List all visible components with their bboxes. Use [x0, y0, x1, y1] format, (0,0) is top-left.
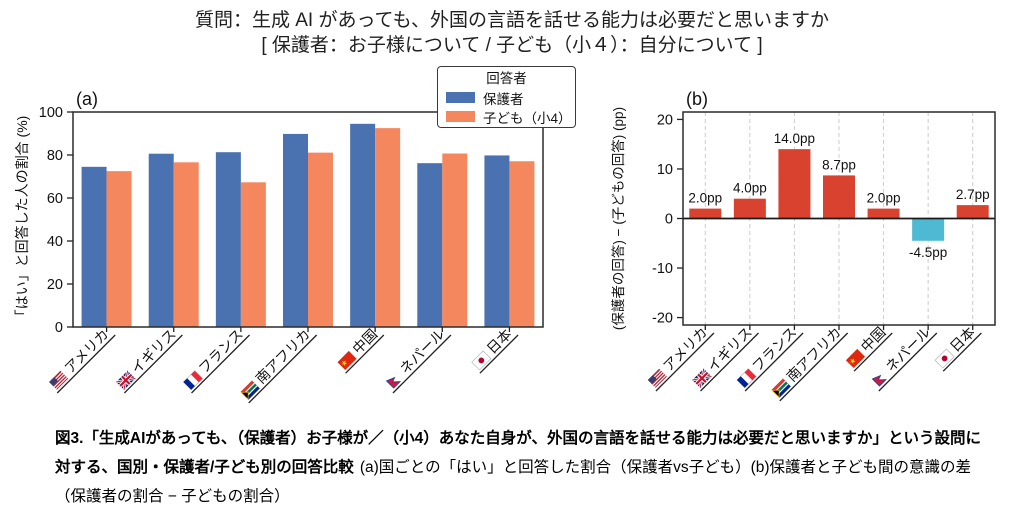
bar	[867, 208, 900, 219]
chart-a: 0 20 40 60 80 100 「はい」と回答した人の割合 (%) (a) アメリカ イギリス…	[14, 89, 544, 404]
svg-text:フランス: フランス	[195, 326, 246, 377]
y-tick-label: 80	[47, 148, 63, 164]
flag-fr-icon	[736, 368, 757, 389]
figure-title-line1: 質問：生成 AI があっても、外国の言語を話せる能力は必要だと思いますか	[194, 10, 830, 31]
legend-item-child: 子ども（小4）	[446, 107, 572, 126]
legend: 回答者 保護者 子ども（小4）	[437, 66, 576, 128]
bar	[375, 128, 401, 327]
panel-label: (a)	[76, 89, 98, 109]
y-tick-label: 100	[39, 105, 63, 121]
svg-text:アメリカ: アメリカ	[61, 326, 111, 376]
bar-value-label: 2.0pp	[688, 191, 722, 206]
bar	[283, 133, 308, 327]
bar-value-label: -4.5pp	[909, 245, 947, 260]
flag-np-icon	[385, 376, 402, 389]
y-tick-label: -10	[652, 261, 673, 277]
bar-value-label: 8.7pp	[822, 157, 856, 172]
bar	[240, 182, 266, 327]
figure-title-line2: [ 保護者：お子様について / 子ども（小４）：自分について ]	[261, 35, 763, 56]
y-axis-label: (保護者の回答) − (子どもの回答) (pp)	[610, 107, 626, 330]
y-tick-label: 0	[665, 212, 673, 228]
bar-value-label: 2.0pp	[867, 191, 901, 206]
bar	[81, 166, 107, 327]
svg-text:イギリス: イギリス	[128, 326, 179, 377]
y-tick-label: -20	[652, 311, 673, 327]
caption-bold: 図3.「生成AIがあっても、（保護者）お子様が／（小4）あなた自身が、外国の言語…	[55, 430, 981, 476]
legend-title: 回答者	[486, 71, 527, 86]
bar	[484, 155, 510, 327]
legend-item-label: 保護者	[483, 91, 524, 107]
y-tick-label: 0	[55, 320, 63, 336]
svg-text:南アフリカ: 南アフリカ	[252, 326, 313, 387]
y-axis-label: 「はい」と回答した人の割合 (%)	[14, 116, 30, 324]
y-tick-label: 20	[657, 112, 673, 128]
y-tick-label: 10	[657, 162, 673, 178]
category-label: 日本	[471, 326, 519, 374]
bar	[689, 208, 722, 219]
bar-value-label: 2.7pp	[956, 187, 990, 202]
flag-np-icon	[871, 374, 888, 387]
legend-item-parent: 保護者	[446, 88, 567, 107]
figure-title: 質問：生成 AI があっても、外国の言語を話せる能力は必要だと思いますか [ 保…	[0, 8, 1024, 58]
bar	[912, 218, 945, 241]
bar	[509, 161, 535, 327]
legend-swatch-parent-icon	[446, 92, 475, 103]
category-label: ネパール	[385, 326, 452, 394]
category-label: フランス	[183, 326, 250, 394]
flag-fr-icon	[183, 370, 203, 391]
bar	[308, 152, 333, 327]
caption-regular: (a)国ごとの「はい」と回答した割合（保護者vs子ども）(b)保護者と子ども間の…	[55, 459, 972, 505]
bar	[733, 198, 766, 219]
legend-swatch-child-icon	[446, 111, 475, 122]
bar	[417, 163, 443, 327]
flag-cn-icon: ★	[845, 348, 866, 369]
bar	[173, 162, 199, 327]
flag-gb-icon	[116, 370, 136, 391]
legend-item-label: 子ども（小4）	[483, 110, 572, 126]
category-label: イギリス	[116, 326, 183, 394]
bar	[956, 205, 989, 219]
bar	[106, 171, 132, 327]
svg-text:イギリス: イギリス	[704, 324, 755, 375]
bar	[148, 153, 174, 327]
svg-text:★: ★	[339, 357, 350, 368]
y-tick-label: 20	[47, 277, 63, 293]
flag-jp-icon	[934, 348, 955, 369]
bar	[442, 153, 468, 327]
bar-value-label: 14.0pp	[774, 131, 815, 146]
flag-za-icon	[771, 378, 792, 399]
svg-text:★: ★	[847, 355, 858, 366]
y-tick-label: 60	[47, 191, 63, 207]
bar-value-label: 4.0pp	[733, 181, 767, 196]
category-label: ★中国	[337, 326, 385, 374]
bar	[778, 149, 811, 219]
flag-jp-icon	[471, 350, 492, 371]
svg-text:アメリカ: アメリカ	[660, 324, 710, 374]
flag-cn-icon: ★	[337, 350, 357, 371]
flag-us-icon	[49, 370, 69, 390]
panel-label: (b)	[686, 89, 708, 109]
flag-gb-icon	[692, 368, 712, 389]
bar	[215, 152, 241, 327]
y-tick-label: 40	[47, 234, 63, 250]
flag-za-icon	[240, 380, 261, 401]
category-label: 日本	[934, 324, 982, 372]
chart-b: 2.0pp 4.0pp 14.0pp 8.7pp 2.0pp -4.5pp 2.7pp -20…	[610, 89, 996, 402]
bar	[823, 175, 855, 219]
svg-text:ネパール: ネパール	[882, 324, 933, 375]
bar	[350, 123, 376, 327]
flag-us-icon	[647, 368, 667, 388]
svg-text:ネパール: ネパール	[396, 326, 447, 377]
figure-caption: 図3.「生成AIがあっても、（保護者）お子様が／（小4）あなた自身が、外国の言語…	[55, 424, 993, 511]
